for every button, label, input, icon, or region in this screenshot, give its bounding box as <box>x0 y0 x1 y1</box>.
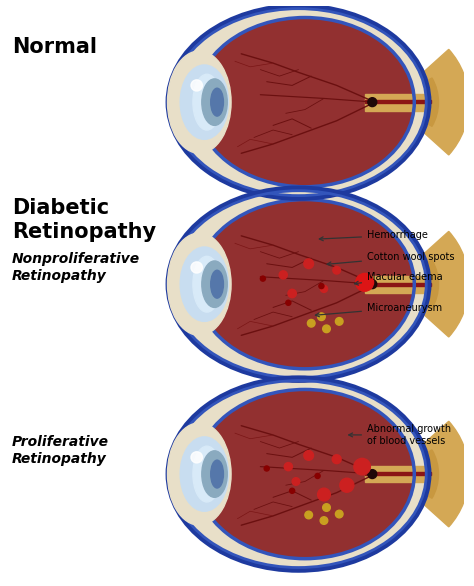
Ellipse shape <box>211 460 223 488</box>
Circle shape <box>320 517 328 524</box>
Ellipse shape <box>195 18 414 187</box>
FancyBboxPatch shape <box>365 94 431 111</box>
FancyBboxPatch shape <box>365 466 431 482</box>
Circle shape <box>286 300 291 305</box>
Ellipse shape <box>180 65 228 139</box>
Circle shape <box>323 504 330 512</box>
Circle shape <box>304 451 313 461</box>
Text: Macular edema: Macular edema <box>355 272 443 285</box>
Text: Hemorrhage: Hemorrhage <box>319 230 428 241</box>
Ellipse shape <box>193 74 221 130</box>
Circle shape <box>284 462 292 471</box>
Ellipse shape <box>193 256 221 312</box>
Circle shape <box>336 510 343 518</box>
Ellipse shape <box>167 423 231 525</box>
Circle shape <box>292 478 300 485</box>
Ellipse shape <box>171 381 426 567</box>
Circle shape <box>264 466 269 471</box>
Circle shape <box>368 98 377 107</box>
Ellipse shape <box>211 88 223 116</box>
Text: Diabetic
Retinopathy: Diabetic Retinopathy <box>12 198 156 242</box>
Ellipse shape <box>195 390 414 558</box>
Ellipse shape <box>211 270 223 298</box>
Circle shape <box>318 313 325 321</box>
Ellipse shape <box>193 446 221 502</box>
Circle shape <box>368 280 377 289</box>
Circle shape <box>320 285 328 292</box>
Text: Abnormal growth
of blood vessels: Abnormal growth of blood vessels <box>349 424 451 446</box>
Wedge shape <box>425 260 438 308</box>
Ellipse shape <box>202 261 227 308</box>
Circle shape <box>318 488 330 501</box>
Wedge shape <box>425 450 438 498</box>
Circle shape <box>356 274 374 291</box>
Circle shape <box>340 478 354 492</box>
Ellipse shape <box>171 191 426 377</box>
Circle shape <box>336 318 343 325</box>
Circle shape <box>368 469 377 479</box>
FancyBboxPatch shape <box>365 276 431 292</box>
Circle shape <box>315 473 320 478</box>
Circle shape <box>305 511 312 519</box>
FancyBboxPatch shape <box>365 100 431 104</box>
Text: Cotton wool spots: Cotton wool spots <box>327 252 455 266</box>
Ellipse shape <box>191 80 202 91</box>
Ellipse shape <box>202 451 227 498</box>
Circle shape <box>279 271 287 279</box>
Text: Proliferative
Retinopathy: Proliferative Retinopathy <box>12 435 109 466</box>
Ellipse shape <box>180 247 228 321</box>
Ellipse shape <box>171 9 426 195</box>
Circle shape <box>354 458 370 475</box>
Ellipse shape <box>191 262 202 273</box>
Text: Normal: Normal <box>12 36 97 57</box>
FancyBboxPatch shape <box>365 282 431 285</box>
Wedge shape <box>425 78 438 127</box>
Text: Nonproliferative
Retinopathy: Nonproliferative Retinopathy <box>12 252 140 283</box>
Circle shape <box>260 276 265 281</box>
Circle shape <box>308 319 315 327</box>
Ellipse shape <box>180 437 228 511</box>
Wedge shape <box>422 49 469 155</box>
Circle shape <box>304 259 313 268</box>
Circle shape <box>319 284 324 288</box>
Ellipse shape <box>191 452 202 463</box>
Wedge shape <box>422 421 469 527</box>
Circle shape <box>290 488 295 493</box>
Circle shape <box>323 325 330 333</box>
Ellipse shape <box>195 200 414 369</box>
Text: Microaneurysm: Microaneurysm <box>315 303 442 317</box>
Circle shape <box>333 267 340 274</box>
FancyBboxPatch shape <box>365 472 431 475</box>
Ellipse shape <box>167 51 231 154</box>
Ellipse shape <box>167 233 231 335</box>
Wedge shape <box>422 231 469 337</box>
Circle shape <box>288 289 296 298</box>
Circle shape <box>332 455 341 464</box>
Ellipse shape <box>202 79 227 125</box>
